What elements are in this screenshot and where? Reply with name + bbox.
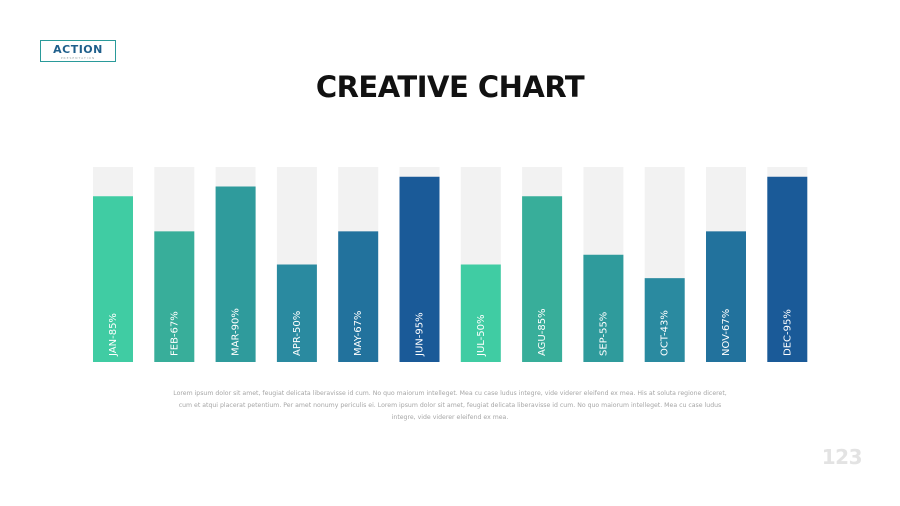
bar-label: MAR-90%	[231, 308, 242, 356]
bar-label: JUN-95%	[415, 312, 426, 357]
bar-apr	[276, 264, 317, 362]
bar-jun	[399, 176, 440, 362]
page-title: CREATIVE CHART	[315, 70, 585, 104]
bar-label: DEC-95%	[782, 309, 793, 356]
bar-feb	[154, 231, 195, 362]
bar-agu	[522, 196, 563, 362]
logo-sub-text: PRESENTATION	[60, 56, 96, 60]
bar-label: SEP-55%	[598, 312, 609, 356]
bar-label: APR-50%	[292, 311, 303, 356]
brand-logo: ACTION PRESENTATION	[40, 40, 116, 62]
bar-mar	[215, 186, 256, 362]
bar-sep	[583, 254, 624, 362]
bar-label: FEB-67%	[169, 311, 180, 356]
bar-dec	[767, 176, 808, 362]
bar-label: JAN-85%	[108, 313, 119, 357]
bar-label: OCT-43%	[660, 310, 671, 356]
page-number: 123	[821, 445, 863, 469]
bar-oct	[644, 278, 685, 362]
bar-label: AGU-85%	[537, 308, 548, 356]
bar-label: NOV-67%	[721, 309, 732, 356]
bar-label: JUL-50%	[476, 315, 487, 358]
bar-may	[338, 231, 379, 362]
bar-jan	[93, 196, 133, 362]
logo-main-text: ACTION	[53, 43, 103, 56]
bar-nov	[706, 231, 746, 362]
bar-label: MAY-67%	[353, 311, 364, 356]
description-text: Lorem ipsum dolor sit amet, feugiat deli…	[173, 390, 727, 421]
bar-jul	[460, 264, 501, 362]
